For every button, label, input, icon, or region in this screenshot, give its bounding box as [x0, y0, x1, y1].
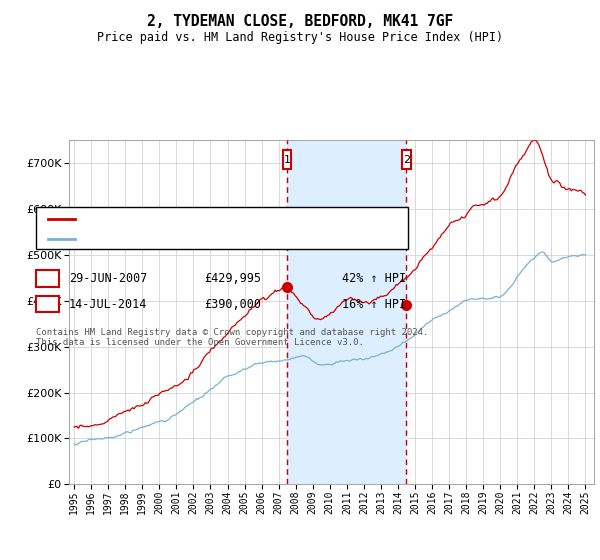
- Text: £390,000: £390,000: [204, 297, 261, 311]
- Text: 1: 1: [284, 155, 290, 165]
- Text: 42% ↑ HPI: 42% ↑ HPI: [342, 272, 406, 286]
- Text: 2: 2: [44, 297, 51, 311]
- Text: 2, TYDEMAN CLOSE, BEDFORD, MK41 7GF (detached house): 2, TYDEMAN CLOSE, BEDFORD, MK41 7GF (det…: [81, 214, 406, 224]
- Text: 2: 2: [403, 155, 410, 165]
- Bar: [283, 150, 292, 169]
- Text: 16% ↑ HPI: 16% ↑ HPI: [342, 297, 406, 311]
- Text: HPI: Average price, detached house, Bedford: HPI: Average price, detached house, Bedf…: [81, 234, 350, 244]
- Text: 1: 1: [44, 272, 51, 286]
- Text: 29-JUN-2007: 29-JUN-2007: [69, 272, 148, 286]
- Text: 2, TYDEMAN CLOSE, BEDFORD, MK41 7GF: 2, TYDEMAN CLOSE, BEDFORD, MK41 7GF: [147, 14, 453, 29]
- Text: Price paid vs. HM Land Registry's House Price Index (HPI): Price paid vs. HM Land Registry's House …: [97, 31, 503, 44]
- Text: 14-JUL-2014: 14-JUL-2014: [69, 297, 148, 311]
- Text: £429,995: £429,995: [204, 272, 261, 286]
- Bar: [287, 140, 406, 484]
- Bar: [402, 150, 411, 169]
- Text: Contains HM Land Registry data © Crown copyright and database right 2024.
This d: Contains HM Land Registry data © Crown c…: [36, 328, 428, 347]
